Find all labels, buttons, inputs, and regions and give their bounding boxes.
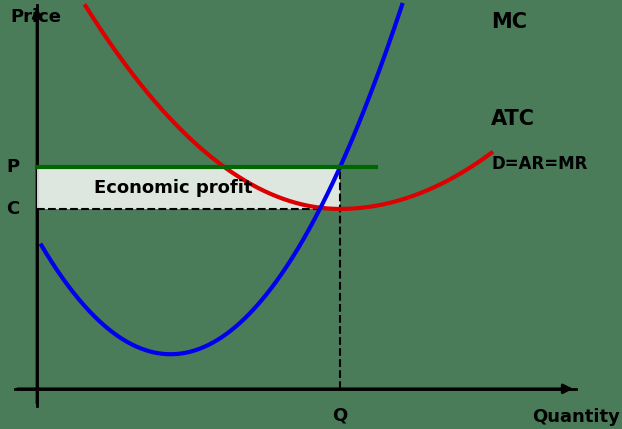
Text: Quantity: Quantity xyxy=(532,408,620,426)
Text: MC: MC xyxy=(491,12,527,32)
Text: ATC: ATC xyxy=(491,109,536,129)
Text: P: P xyxy=(6,158,19,176)
Text: D=AR=MR: D=AR=MR xyxy=(491,155,588,173)
Text: Economic profit: Economic profit xyxy=(94,179,253,197)
Text: C: C xyxy=(6,200,19,218)
Bar xyxy=(37,167,340,209)
Text: Q: Q xyxy=(332,406,348,424)
Text: Price: Price xyxy=(11,8,62,26)
